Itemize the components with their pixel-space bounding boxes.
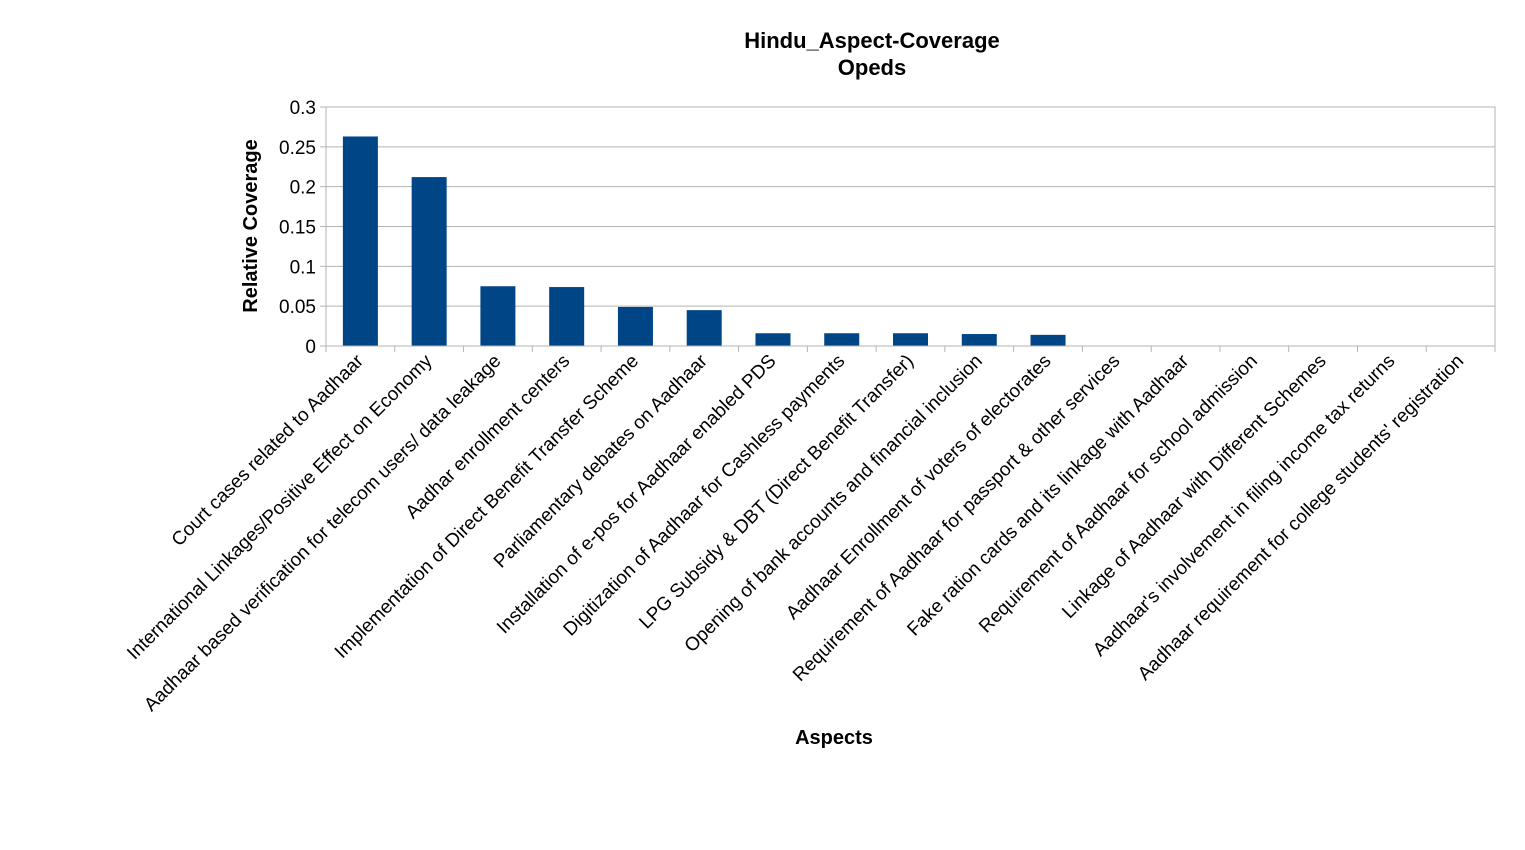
- chart-subtitle: Opeds: [838, 55, 906, 80]
- y-tick-label: 0: [305, 337, 316, 358]
- bar: [961, 334, 997, 346]
- bar: [893, 333, 928, 346]
- bar: [1030, 334, 1066, 346]
- y-tick-label: 0.15: [279, 218, 316, 239]
- chart-title: Hindu_Aspect-Coverage: [744, 28, 1000, 53]
- x-category-label: Requirement of Aadhaar for passport & ot…: [789, 351, 1124, 686]
- y-tick-label: 0.2: [290, 178, 316, 199]
- bar: [411, 177, 447, 346]
- bar: [617, 306, 653, 346]
- bar: [480, 286, 516, 346]
- bar: [549, 287, 585, 346]
- x-category-label: Linkage of Aadhaar with Different Scheme…: [1058, 351, 1330, 623]
- y-tick-label: 0.25: [279, 138, 316, 159]
- bar: [755, 333, 791, 346]
- x-axis-title: Aspects: [795, 727, 873, 749]
- y-tick-label: 0.1: [290, 257, 316, 278]
- bar: [824, 333, 860, 346]
- y-tick-label: 0.3: [290, 98, 316, 119]
- y-tick-label: 0.05: [279, 297, 316, 318]
- y-axis-ticks: 0 0.05 0.1 0.15 0.2 0.25 0.3: [279, 98, 326, 358]
- bar: [342, 136, 378, 346]
- bars: [342, 136, 1066, 346]
- x-category-label: Aadhaar requirement for college students…: [1134, 351, 1468, 685]
- y-axis-title: Relative Coverage: [240, 139, 262, 312]
- x-axis-category-labels: Court cases related to AadhaarInternatio…: [123, 346, 1496, 716]
- bar: [686, 310, 722, 346]
